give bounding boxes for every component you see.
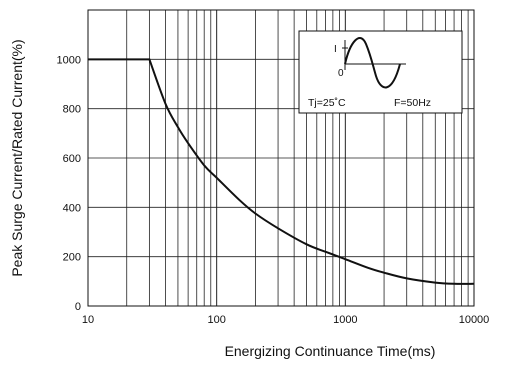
y-axis-label: Peak Surge Current/Rated Current(%) — [9, 39, 25, 276]
y-tick-label: 200 — [63, 252, 81, 264]
x-tick-label: 100 — [207, 314, 225, 326]
y-tick-labels: 0 200 400 600 800 1000 — [57, 54, 81, 313]
x-tick-label: 1000 — [333, 314, 357, 326]
inset-tj-caption: Tj=25˚C — [308, 97, 346, 109]
inset-box — [298, 30, 463, 114]
y-tick-label: 1000 — [57, 54, 81, 66]
inset-i-label: I — [334, 44, 337, 55]
x-tick-label: 10 — [82, 314, 94, 326]
inset-sine-wave — [344, 37, 401, 89]
y-tick-label: 0 — [75, 301, 81, 313]
inset-legend: I 0 Tj=25˚C F=50Hz — [298, 30, 463, 114]
inset-f-caption: F=50Hz — [394, 97, 431, 109]
x-tick-labels: 10 100 1000 10000 — [82, 314, 489, 326]
x-axis-label: Energizing Continuance Time(ms) — [225, 343, 436, 359]
plot-frame — [87, 9, 475, 307]
y-tick-label: 800 — [63, 104, 81, 116]
grid — [87, 9, 474, 307]
y-tick-label: 600 — [63, 153, 81, 165]
series-line — [88, 58, 475, 285]
inset-origin-label: 0 — [338, 68, 344, 79]
y-tick-label: 400 — [63, 202, 81, 214]
x-tick-label: 10000 — [459, 314, 490, 326]
